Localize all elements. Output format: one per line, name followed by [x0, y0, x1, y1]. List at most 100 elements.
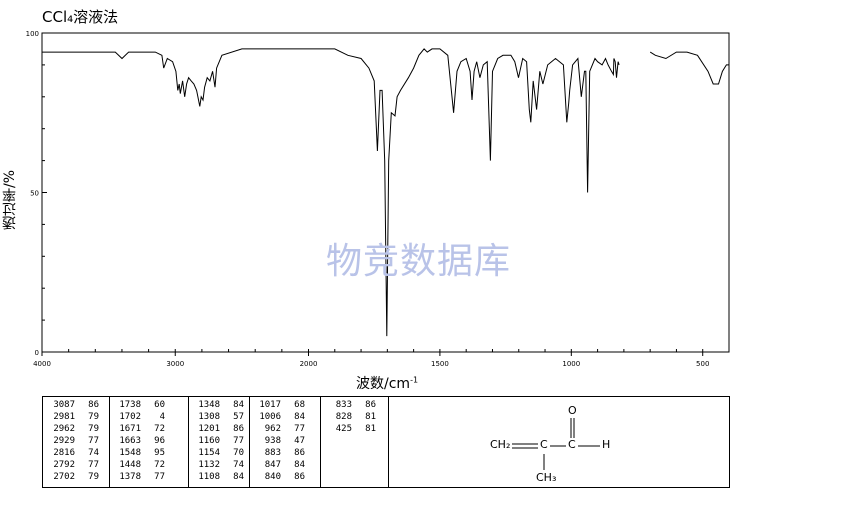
peak-wavenumber: 1378: [119, 472, 141, 482]
peak-row: 883 86: [253, 447, 305, 459]
watermark: 物竞数据库: [326, 241, 512, 282]
y-tick-label: 0: [35, 349, 39, 357]
peak-row: 1201 86: [192, 423, 244, 435]
peak-transmittance: 96: [154, 436, 165, 446]
peak-transmittance: 86: [365, 400, 376, 410]
peak-row: 1738 60: [113, 399, 165, 411]
peak-transmittance: 77: [88, 436, 99, 446]
peak-transmittance: 77: [233, 436, 244, 446]
peak-row: 1154 70: [192, 447, 244, 459]
peak-wavenumber: 2816: [53, 448, 75, 458]
peak-transmittance: 84: [294, 460, 305, 470]
peak-row: 833 86: [324, 399, 376, 411]
peak-row: 1348 84: [192, 399, 244, 411]
peak-row: 2702 79: [47, 471, 99, 483]
peak-row: 847 84: [253, 459, 305, 471]
peak-wavenumber: 1702: [119, 412, 141, 422]
x-tick-label: 4000: [33, 360, 51, 368]
x-tick-label: 2000: [300, 360, 318, 368]
peak-row: 1448 72: [113, 459, 165, 471]
x-tick-label: 1000: [562, 360, 580, 368]
peak-transmittance: 79: [88, 412, 99, 422]
center-carbon: C: [540, 438, 548, 451]
peak-wavenumber: 1201: [198, 424, 220, 434]
peak-wavenumber: 938: [264, 436, 281, 446]
x-axis-label: 波数/cm-1: [356, 375, 419, 392]
peak-wavenumber: 883: [264, 448, 281, 458]
peak-transmittance: 57: [233, 412, 244, 422]
y-tick-label: 100: [26, 30, 39, 38]
peak-wavenumber: 1017: [259, 400, 281, 410]
peak-wavenumber: 2981: [53, 412, 75, 422]
peak-transmittance: 86: [233, 424, 244, 434]
chart-title: CCl₄溶液法: [42, 8, 119, 26]
peak-transmittance: 79: [88, 472, 99, 482]
peak-wavenumber: 847: [264, 460, 281, 470]
peak-row: 1548 95: [113, 447, 165, 459]
peak-transmittance: 84: [233, 472, 244, 482]
peak-wavenumber: 1663: [119, 436, 141, 446]
peak-row: 1017 68: [253, 399, 305, 411]
peak-row: 2792 77: [47, 459, 99, 471]
peak-wavenumber: 2702: [53, 472, 75, 482]
peak-transmittance: 84: [233, 400, 244, 410]
peak-wavenumber: 840: [264, 472, 281, 482]
peak-wavenumber: 1448: [119, 460, 141, 470]
peak-row: 828 81: [324, 411, 376, 423]
peak-wavenumber: 1160: [198, 436, 220, 446]
peak-row: 2981 79: [47, 411, 99, 423]
column-divider: [249, 397, 250, 487]
peak-wavenumber: 2792: [53, 460, 75, 470]
tick-labels: 4000 3000 2000 1500 1000 500 0 50 100: [26, 30, 710, 368]
peak-transmittance: 72: [154, 460, 165, 470]
peak-row: 1671 72: [113, 423, 165, 435]
x-tick-label: 1500: [431, 360, 449, 368]
peak-wavenumber: 1548: [119, 448, 141, 458]
bond-lines: [512, 418, 600, 470]
peak-wavenumber: 1348: [198, 400, 220, 410]
peak-wavenumber: 2962: [53, 424, 75, 434]
peak-row: 2816 74: [47, 447, 99, 459]
tick-marks: [41, 32, 730, 356]
peak-transmittance: 86: [294, 472, 305, 482]
peak-row: 1663 96: [113, 435, 165, 447]
carbonyl-carbon: C: [568, 438, 576, 451]
peak-transmittance: 77: [88, 460, 99, 470]
peak-transmittance: 77: [154, 472, 165, 482]
peak-wavenumber: 1154: [198, 448, 220, 458]
x-tick-label: 3000: [166, 360, 184, 368]
molecular-structure: O CH₂ C C H CH₃: [440, 398, 720, 486]
peak-row: 938 47: [253, 435, 305, 447]
peak-wavenumber: 1308: [198, 412, 220, 422]
peak-row: 2929 77: [47, 435, 99, 447]
column-divider: [109, 397, 110, 487]
peak-transmittance: 4: [159, 412, 165, 422]
oxygen-atom: O: [568, 404, 577, 417]
peak-wavenumber: 1132: [198, 460, 220, 470]
peak-table: 3087 86 2981 79 2962 79 2929 77 2816 74 2792 77 2702…: [42, 396, 730, 488]
peak-column: 833 86 828 81 425 81: [324, 399, 376, 485]
peak-transmittance: 95: [154, 448, 165, 458]
peak-transmittance: 81: [365, 424, 376, 434]
peak-wavenumber: 1738: [119, 400, 141, 410]
methyl-group: CH₃: [536, 471, 557, 484]
peak-transmittance: 70: [233, 448, 244, 458]
peak-row: 1702 4: [113, 411, 165, 423]
peak-wavenumber: 3087: [53, 400, 75, 410]
peak-row: 1378 77: [113, 471, 165, 483]
peak-row: 1132 74: [192, 459, 244, 471]
peak-transmittance: 84: [294, 412, 305, 422]
peak-wavenumber: 2929: [53, 436, 75, 446]
peak-transmittance: 72: [154, 424, 165, 434]
peak-row: 840 86: [253, 471, 305, 483]
y-axis-label: 透过率/%: [2, 169, 18, 231]
column-divider: [188, 397, 189, 487]
peak-row: 1308 57: [192, 411, 244, 423]
peak-transmittance: 74: [88, 448, 99, 458]
peak-wavenumber: 833: [335, 400, 352, 410]
peak-wavenumber: 425: [335, 424, 352, 434]
peak-column: 1348 84 1308 57 1201 86 1160 77 1154 70 1132 74 1108…: [192, 399, 244, 485]
hydrogen-atom: H: [602, 438, 611, 451]
column-divider: [388, 397, 389, 487]
peak-row: 1160 77: [192, 435, 244, 447]
